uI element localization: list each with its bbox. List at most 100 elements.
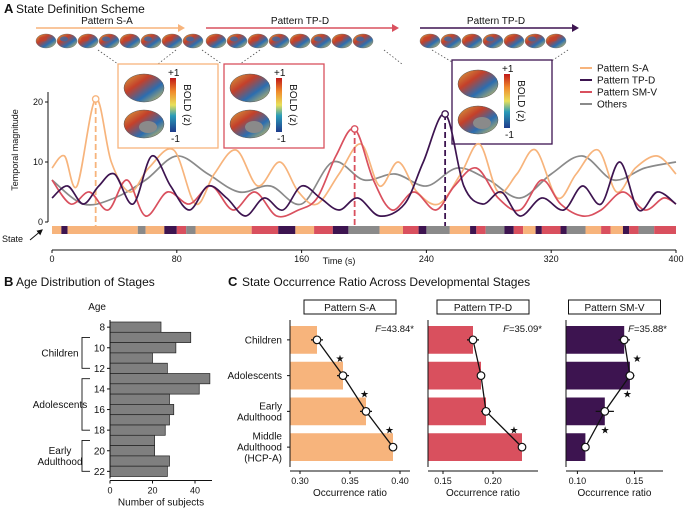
brain-thumbnail	[140, 33, 162, 49]
x-tick-label: 160	[294, 254, 309, 264]
significance-star: ★	[385, 425, 394, 436]
occurrence-bar	[290, 433, 393, 461]
x-tick-label: 240	[419, 254, 434, 264]
state-segment	[176, 226, 187, 234]
brain-thumbnail	[35, 33, 57, 49]
brain-thumbnail	[419, 33, 441, 49]
state-segment	[195, 226, 252, 234]
brain-medial-wall	[139, 121, 157, 133]
state-segment	[622, 226, 630, 234]
age-distribution-chart: Age 8 10 12 14 16 18 20 220 20 40 Number of subject…	[33, 302, 212, 509]
panel-header-box	[303, 299, 397, 315]
state-segment	[52, 226, 62, 234]
y-tick-label: 10	[33, 157, 43, 167]
state-segment	[601, 226, 611, 234]
state-segment	[541, 226, 561, 234]
colorbar-max-label: +1	[168, 68, 180, 79]
state-segment	[654, 226, 676, 234]
occurrence-bar	[566, 361, 630, 390]
state-segment	[137, 226, 146, 234]
occurrence-bar	[290, 397, 366, 426]
occurrence-x-tick-label: 0.35	[341, 476, 359, 486]
state-segment	[314, 226, 333, 234]
state-segment	[164, 226, 177, 234]
trend-line	[316, 339, 394, 448]
age-bar	[109, 404, 175, 416]
age-tick-label: 8	[99, 323, 105, 334]
age-bar	[109, 414, 170, 426]
brain-thumbnail	[461, 33, 483, 49]
panel-a-title: State Definition Scheme	[16, 2, 145, 16]
panel-header-label: Pattern TP-D	[454, 303, 512, 314]
brain-thumbnail	[226, 33, 248, 49]
brain-medial-wall	[473, 117, 491, 129]
timeseries-lines	[51, 95, 677, 226]
legend-label-pattern-sm-v: Pattern SM-V	[597, 88, 657, 99]
occurrence-bar	[566, 326, 625, 354]
occurrence-x-tick-label: 0.20	[484, 476, 502, 486]
occurrence-x-label: Occurrence ratio	[446, 488, 520, 499]
age-tick-label: 16	[94, 405, 106, 416]
age-axis-title: Age	[88, 302, 106, 313]
age-bar	[109, 342, 177, 354]
timeseries-x-label: Time (s)	[323, 256, 356, 266]
age-bar	[109, 455, 170, 467]
state-segment	[348, 226, 380, 234]
brain-thumbnail	[77, 33, 99, 49]
pattern-arrow-tpd-purple: Pattern TP-D	[420, 16, 579, 32]
peak-point-pattern-sm-v	[350, 125, 359, 133]
age-group-bracket	[81, 440, 90, 472]
colorbar-min-label: -1	[171, 134, 180, 145]
legend-label-pattern-s-a: Pattern S-A	[597, 64, 649, 75]
brain-lateral-view	[229, 73, 271, 103]
age-group-bracket	[81, 337, 90, 369]
arrow-head	[178, 24, 185, 32]
state-segment	[523, 226, 536, 234]
state-segment	[585, 226, 602, 234]
x-tick-label: 400	[668, 254, 683, 264]
arrow-head	[392, 24, 399, 32]
age-x-tick-label: 20	[147, 486, 157, 496]
colorbar	[504, 74, 510, 128]
state-segment	[504, 226, 514, 234]
brain-thumbnail	[503, 33, 525, 49]
age-tick-label: 12	[94, 364, 106, 375]
brain-thumbnail	[331, 33, 353, 49]
occurrence-x-tick-label: 0.10	[569, 476, 587, 486]
brain-thumbnail	[268, 33, 290, 49]
state-segment	[560, 226, 567, 234]
state-segment	[449, 226, 471, 234]
brain-thumbnail	[182, 33, 204, 49]
f-statistic: F=43.84*	[375, 324, 414, 335]
occurrence-ratio-chart: Pattern S-A ★ ★ ★ F=43.84* 0.30 0.35 0.40 Occurr…	[228, 299, 667, 499]
timeseries-y-label: Temporal magnitude	[10, 109, 20, 191]
state-segment	[295, 226, 315, 234]
age-bar	[109, 434, 155, 446]
state-segment	[418, 226, 427, 234]
state-segment	[426, 226, 450, 234]
series-line-pattern-s-a	[51, 98, 677, 206]
age-group-label: Adolescents	[33, 400, 87, 411]
occurrence-panel-1: Pattern TP-D ★ F=35.09* 0.15 0.20 Occurrence …	[427, 299, 542, 499]
significance-star: ★	[336, 354, 345, 365]
age-bar	[109, 321, 162, 333]
panel-b: B Age Distribution of Stages Age 8 10 12 14 1…	[4, 274, 212, 509]
panel-b-letter: B	[4, 274, 13, 289]
panel-a: A State Definition Scheme Pattern S-A Pa…	[2, 1, 684, 266]
panel-header-box	[568, 299, 661, 315]
peak-point-pattern-s-a	[91, 95, 100, 103]
arrow-head	[572, 24, 579, 32]
f-statistic: F=35.09*	[503, 324, 542, 335]
age-bar	[109, 352, 153, 364]
age-group-label: Early Adulthood	[37, 446, 82, 468]
colorbar	[170, 78, 176, 132]
brain-medial-wall	[245, 121, 263, 133]
category-label: Early Adulthood	[237, 401, 282, 423]
age-bar	[109, 393, 170, 405]
state-segment	[535, 226, 542, 234]
